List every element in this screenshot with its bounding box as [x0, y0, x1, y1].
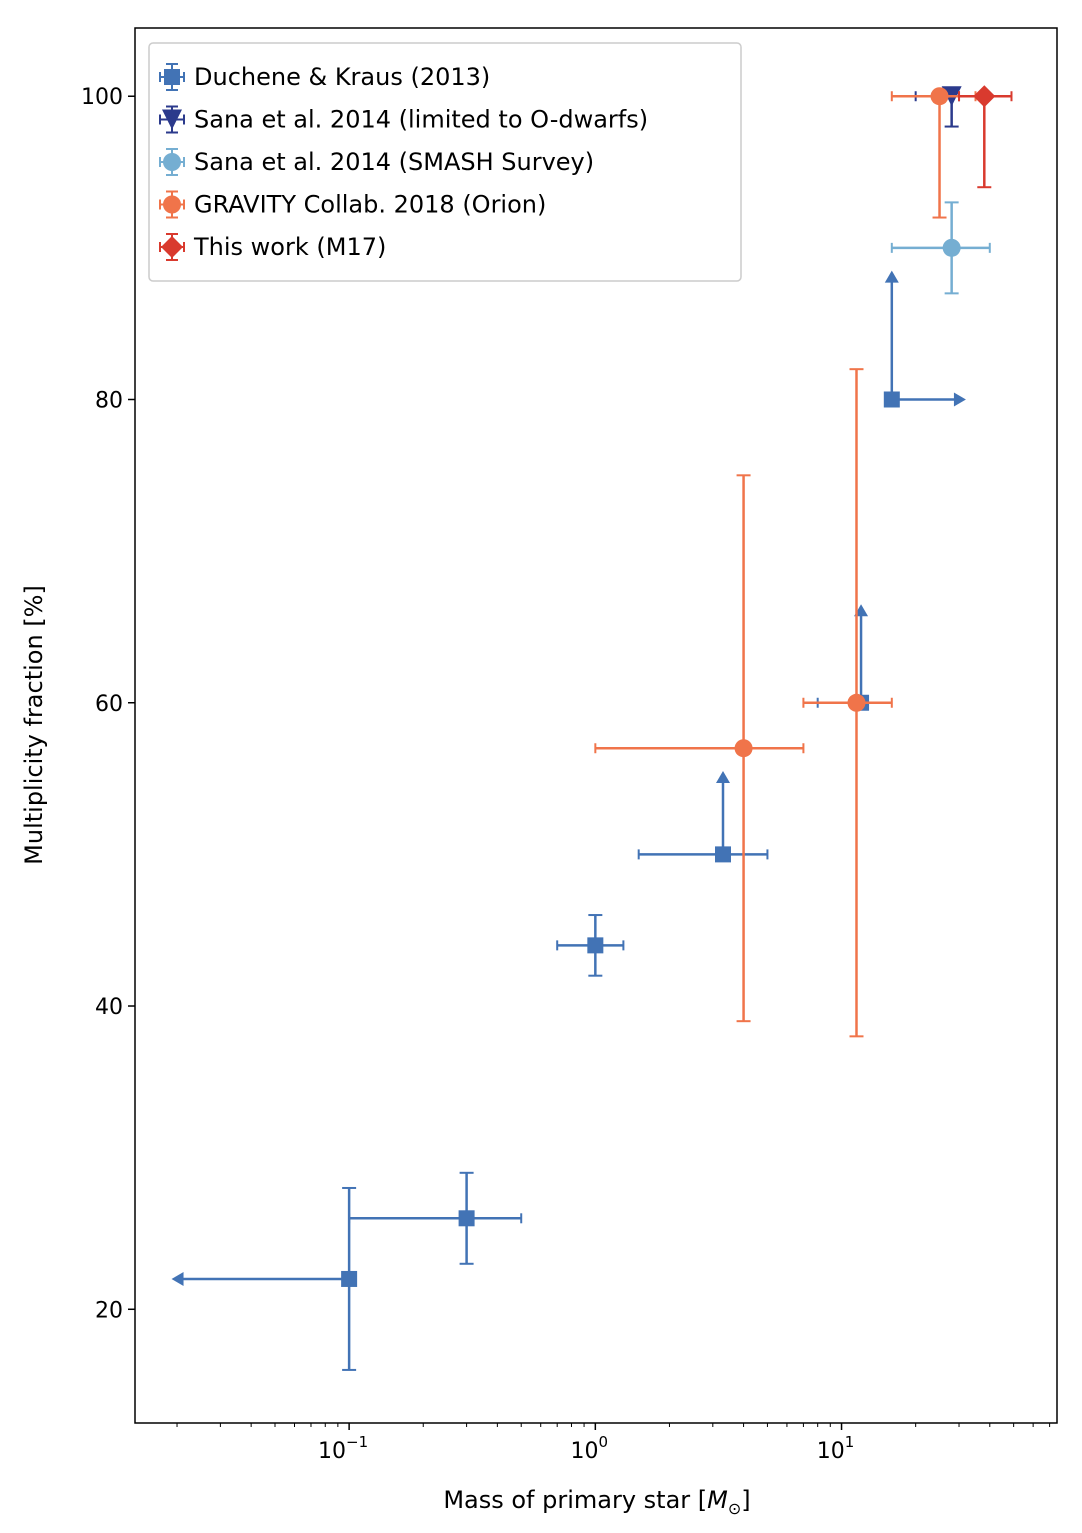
data-point	[637, 770, 769, 863]
legend-label: GRAVITY Collab. 2018 (Orion)	[194, 191, 546, 219]
ticks-layer: 20 40 60 80 100 10−1 100 101	[81, 85, 1051, 1464]
upper-limit-arrow	[716, 770, 731, 783]
legend-item: Sana et al. 2014 (limited to O-dwarfs)	[159, 105, 648, 134]
data-marker	[930, 87, 949, 106]
x-axis-label: Mass of primary star [M⊙]	[443, 1486, 750, 1518]
data-marker	[942, 238, 961, 257]
data-marker	[847, 693, 866, 712]
data-point	[958, 85, 1013, 189]
legend-marker	[163, 153, 181, 171]
right-limit-arrow	[953, 392, 966, 407]
legend-label: Sana et al. 2014 (SMASH Survey)	[194, 148, 594, 176]
y-tick-label: 60	[95, 692, 123, 717]
upper-limit-arrow	[884, 270, 899, 283]
data-point	[802, 368, 893, 1038]
x-tick-label: 100	[571, 1433, 609, 1464]
legend-label: Sana et al. 2014 (limited to O-dwarfs)	[194, 106, 648, 134]
series-4	[958, 85, 1013, 189]
legend-item: Sana et al. 2014 (SMASH Survey)	[159, 148, 594, 176]
legend-marker	[161, 236, 183, 258]
legend-marker	[163, 195, 181, 214]
series-0	[171, 270, 966, 1371]
data-marker	[341, 1270, 358, 1287]
legend-label: Duchene & Kraus (2013)	[194, 63, 490, 91]
series-layer	[171, 85, 1013, 1371]
data-marker	[734, 739, 753, 758]
y-tick-label: 40	[95, 995, 123, 1020]
legend-marker	[162, 109, 182, 130]
legend-item: This work (M17)	[159, 233, 386, 261]
data-point	[883, 270, 966, 408]
left-limit-arrow	[171, 1271, 184, 1286]
legend-marker	[164, 69, 180, 85]
legend-item: GRAVITY Collab. 2018 (Orion)	[159, 190, 546, 219]
y-tick-label: 100	[81, 85, 123, 110]
x-tick-label: 101	[817, 1433, 855, 1464]
data-marker	[973, 85, 996, 108]
data-point	[890, 201, 991, 295]
data-marker	[458, 1210, 475, 1227]
legend-label: This work (M17)	[193, 233, 386, 261]
data-marker	[587, 937, 604, 954]
data-point	[556, 914, 625, 977]
y-tick-label: 20	[95, 1298, 123, 1323]
series-2	[890, 201, 991, 295]
y-axis-label: Multiplicity fraction [%]	[20, 585, 48, 865]
x-tick-label: 10−1	[318, 1433, 368, 1464]
data-point	[594, 474, 805, 1023]
data-marker	[715, 846, 732, 863]
y-tick-label: 80	[95, 388, 123, 413]
legend-item: Duchene & Kraus (2013)	[159, 63, 490, 91]
legend: Duchene & Kraus (2013) Sana et al. 2014 (…	[148, 42, 742, 282]
legend-box	[148, 42, 742, 282]
data-point	[348, 1171, 523, 1265]
data-marker	[883, 391, 900, 408]
